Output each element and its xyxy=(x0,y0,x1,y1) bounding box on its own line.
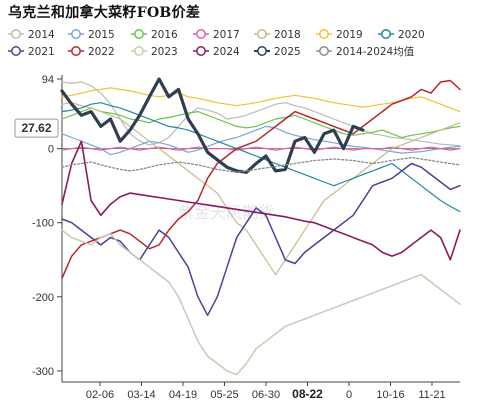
legend-item-2016[interactable]: 2016 xyxy=(131,29,178,41)
legend-item-2024[interactable]: 2024 xyxy=(193,46,240,58)
legend-label: 2021 xyxy=(28,46,55,58)
legend-swatch-marker xyxy=(257,46,267,56)
y-tick-label: -100 xyxy=(32,218,54,230)
legend-item-2018[interactable]: 2018 xyxy=(254,29,301,41)
series-line-2022 xyxy=(61,79,461,280)
legend-swatch-marker xyxy=(196,46,206,56)
legend-label: 2014-2024均值 xyxy=(336,45,415,58)
legend-label: 2018 xyxy=(274,29,301,41)
legend-label: 2017 xyxy=(213,29,240,41)
legend-swatch-marker xyxy=(134,29,144,39)
legend-item-2015[interactable]: 2015 xyxy=(68,29,115,41)
x-tick-label: 04-19 xyxy=(169,389,197,401)
legend-swatch-marker xyxy=(11,46,21,56)
legend-item-2020[interactable]: 2020 xyxy=(378,29,425,41)
legend-swatch-marker xyxy=(319,46,329,56)
x-tick-label: 05-25 xyxy=(210,389,238,401)
legend-label: 2024 xyxy=(213,46,240,58)
x-tick-label: 08-22 xyxy=(292,387,323,401)
y-tick-label: -300 xyxy=(32,366,54,378)
legend-swatch-marker xyxy=(134,46,144,56)
x-tick-label: 0 xyxy=(346,389,352,401)
legend-label: 2023 xyxy=(151,46,178,58)
legend-label: 2015 xyxy=(88,29,115,41)
legend-swatch-marker xyxy=(71,29,81,39)
current-value-label: 27.62 xyxy=(21,121,51,135)
legend-swatch-marker xyxy=(196,29,206,39)
legend-item-2019[interactable]: 2019 xyxy=(316,29,363,41)
series-line-2023 xyxy=(61,229,461,376)
legend-item-2017[interactable]: 2017 xyxy=(193,29,240,41)
x-tick-label: 11-21 xyxy=(418,389,445,401)
series-line-2015 xyxy=(61,125,461,156)
y-tick-label: 0 xyxy=(48,144,54,156)
series-line-2014-2024均值 xyxy=(61,156,461,173)
y-tick-label: -200 xyxy=(32,292,54,304)
series-line-2019 xyxy=(61,87,461,113)
legend-swatch-marker xyxy=(71,46,81,56)
chart-title: 乌克兰和加拿大菜籽FOB价差 xyxy=(8,5,201,21)
legend-label: 2014 xyxy=(28,29,55,41)
legend-label: 2019 xyxy=(336,29,363,41)
x-tick-label: 03-14 xyxy=(127,389,155,401)
legend-item-2023[interactable]: 2023 xyxy=(131,46,178,58)
legend-swatch-marker xyxy=(11,29,21,39)
series-line-2020 xyxy=(61,102,461,213)
series-line-2014 xyxy=(61,81,461,147)
series-line-2016 xyxy=(61,107,461,139)
legend-item-2014-2024均值[interactable]: 2014-2024均值 xyxy=(316,45,415,58)
legend-item-2021[interactable]: 2021 xyxy=(8,46,55,58)
legend-item-2014[interactable]: 2014 xyxy=(8,29,55,41)
series-line-2021 xyxy=(61,162,461,317)
series-line-2018 xyxy=(61,102,461,276)
legend-item-2022[interactable]: 2022 xyxy=(68,46,115,58)
y-tick-label: 94 xyxy=(42,74,54,86)
legend-label: 2020 xyxy=(398,29,425,41)
current-value-box xyxy=(14,118,59,138)
legend-swatch-marker xyxy=(381,29,391,39)
x-tick-label: 10-16 xyxy=(376,389,404,401)
x-tick-label: 02-06 xyxy=(86,389,114,401)
x-tick-label: 06-30 xyxy=(252,389,280,401)
series-line-2025 xyxy=(60,77,365,174)
legend-swatch-marker xyxy=(257,29,267,39)
legend-label: 2025 xyxy=(274,46,301,58)
series-line-2024 xyxy=(61,140,461,261)
legend-swatch-marker xyxy=(319,29,329,39)
legend-label: 2022 xyxy=(88,46,115,58)
legend-item-2025[interactable]: 2025 xyxy=(254,46,301,58)
legend-label: 2016 xyxy=(151,29,178,41)
